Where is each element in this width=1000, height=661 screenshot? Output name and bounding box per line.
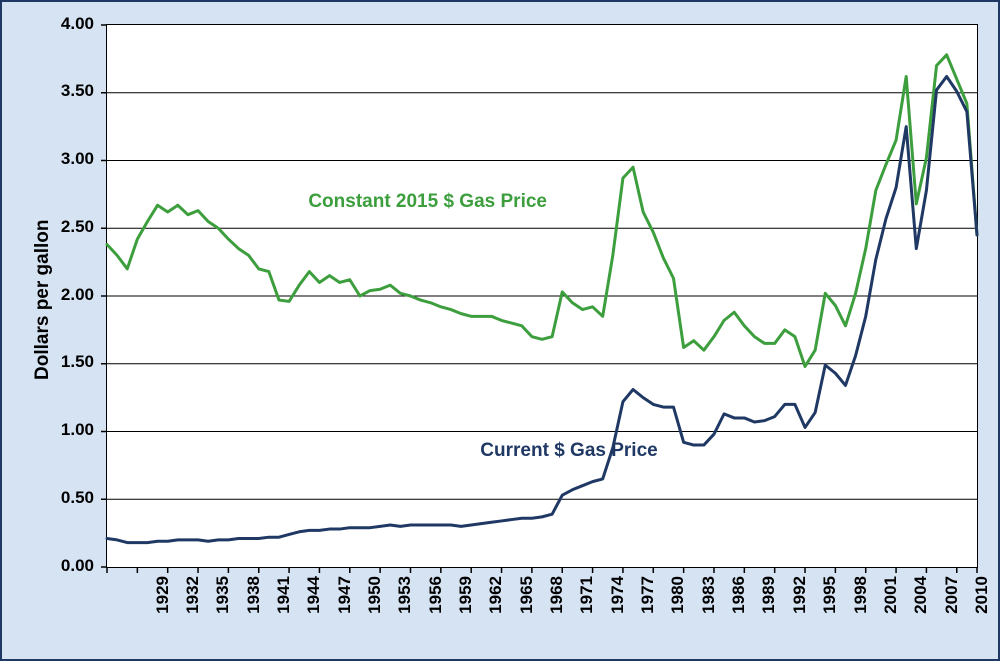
x-tick-label: 1953	[395, 576, 415, 614]
x-tick-label: 1968	[547, 576, 567, 614]
x-tick-label: 1989	[759, 576, 779, 614]
plot-svg	[107, 25, 977, 567]
x-tick-label: 1947	[334, 576, 354, 614]
plot-area	[106, 24, 978, 568]
y-tick-label: 1.50	[2, 352, 94, 372]
y-tick-label: 4.00	[2, 14, 94, 34]
x-tick-label: 1998	[850, 576, 870, 614]
x-tick-label: 1932	[183, 576, 203, 614]
series-label-constant: Constant 2015 $ Gas Price	[308, 191, 547, 213]
x-tick-label: 2007	[941, 576, 961, 614]
chart-outer: Dollars per gallon Constant 2015 $ Gas P…	[0, 0, 1000, 661]
x-tick-label: 1977	[638, 576, 658, 614]
x-tick-label: 1935	[213, 576, 233, 614]
x-tick-label: 2004	[911, 576, 931, 614]
x-tick-label: 1950	[365, 576, 385, 614]
x-tick-label: 1965	[517, 576, 537, 614]
x-tick-label: 1980	[668, 576, 688, 614]
x-tick-label: 1995	[820, 576, 840, 614]
y-tick-label: 2.00	[2, 285, 94, 305]
x-tick-label: 1944	[304, 576, 324, 614]
series-label-current: Current $ Gas Price	[480, 440, 657, 462]
y-tick-label: 2.50	[2, 217, 94, 237]
x-tick-label: 1956	[425, 576, 445, 614]
x-tick-label: 2010	[972, 576, 992, 614]
y-tick-label: 0.50	[2, 488, 94, 508]
x-tick-label: 1986	[729, 576, 749, 614]
x-tick-label: 1938	[243, 576, 263, 614]
y-tick-label: 0.00	[2, 556, 94, 576]
y-tick-label: 3.00	[2, 149, 94, 169]
x-tick-label: 1962	[486, 576, 506, 614]
y-tick-label: 1.00	[2, 420, 94, 440]
x-tick-label: 1983	[699, 576, 719, 614]
x-tick-label: 1941	[274, 576, 294, 614]
x-tick-label: 1974	[608, 576, 628, 614]
x-tick-label: 1959	[456, 576, 476, 614]
y-tick-label: 3.50	[2, 81, 94, 101]
x-tick-label: 2001	[881, 576, 901, 614]
x-tick-label: 1992	[790, 576, 810, 614]
x-tick-label: 1971	[577, 576, 597, 614]
x-tick-label: 1929	[152, 576, 172, 614]
